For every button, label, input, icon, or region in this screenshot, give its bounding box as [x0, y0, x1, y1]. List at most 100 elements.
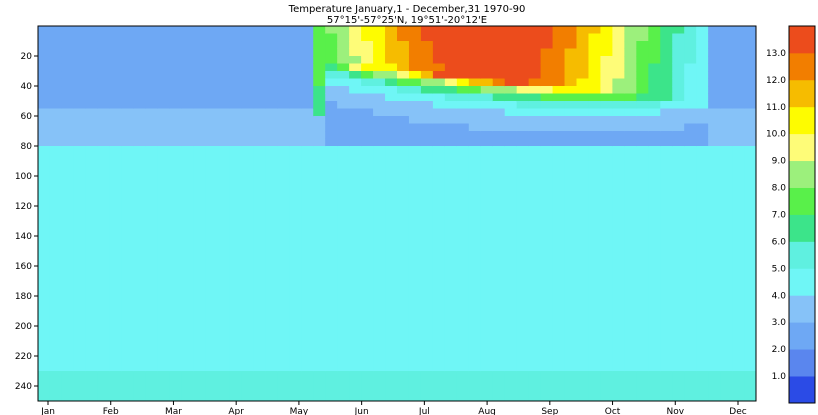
heatmap-cell — [732, 213, 745, 222]
heatmap-cell — [612, 116, 625, 124]
heatmap-cell — [385, 228, 398, 237]
heatmap-cell — [576, 78, 589, 87]
heatmap-cell — [444, 146, 458, 154]
heatmap-cell — [241, 273, 254, 282]
heatmap-cell — [696, 116, 709, 124]
heatmap-cell — [337, 198, 350, 207]
heatmap-cell — [660, 326, 673, 334]
heatmap-cell — [217, 93, 230, 102]
heatmap-cell — [624, 123, 637, 132]
heatmap-cell — [301, 26, 314, 34]
heatmap-cell — [540, 258, 554, 267]
heatmap-cell — [373, 221, 386, 229]
heatmap-cell — [73, 273, 87, 282]
heatmap-cell — [456, 341, 470, 349]
heatmap-cell — [229, 213, 242, 222]
heatmap-cell — [49, 281, 63, 289]
heatmap-cell — [648, 311, 661, 319]
heatmap-cell — [540, 168, 554, 177]
heatmap-cell — [109, 78, 123, 87]
heatmap-cell — [301, 273, 314, 282]
heatmap-cell — [38, 296, 51, 304]
heatmap-cell — [684, 56, 697, 64]
heatmap-cell — [277, 258, 290, 267]
heatmap-cell — [684, 78, 697, 87]
heatmap-cell — [169, 213, 183, 222]
heatmap-cell — [624, 386, 637, 394]
heatmap-cell — [492, 228, 506, 237]
heatmap-cell — [744, 326, 757, 334]
heatmap-cell — [265, 101, 278, 109]
heatmap-cell — [38, 213, 51, 222]
heatmap-cell — [217, 348, 230, 357]
heatmap-cell — [432, 273, 446, 282]
heatmap-cell — [145, 288, 159, 297]
heatmap-cell — [145, 213, 159, 222]
heatmap-cell — [313, 236, 326, 244]
heatmap-cell — [588, 146, 601, 154]
heatmap-cell — [744, 251, 757, 259]
heatmap-cell — [205, 243, 218, 252]
heatmap-cell — [133, 296, 147, 304]
heatmap-cell — [408, 63, 422, 72]
heatmap-cell — [660, 251, 673, 259]
heatmap-cell — [145, 243, 159, 252]
heatmap-cell — [468, 266, 482, 274]
heatmap-cell — [468, 258, 482, 267]
heatmap-cell — [732, 333, 745, 342]
heatmap-cell — [73, 326, 87, 334]
heatmap-cell — [145, 311, 159, 319]
heatmap-cell — [588, 26, 601, 34]
heatmap-cell — [133, 153, 147, 162]
heatmap-cell — [109, 108, 123, 117]
heatmap-cell — [420, 273, 434, 282]
heatmap-cell — [468, 176, 482, 184]
heatmap-cell — [672, 161, 685, 169]
heatmap-cell — [61, 386, 75, 394]
heatmap-cell — [38, 131, 51, 139]
heatmap-cell — [432, 93, 446, 102]
heatmap-cell — [277, 371, 290, 379]
heatmap-cell — [516, 213, 530, 222]
heatmap-cell — [660, 341, 673, 349]
heatmap-cell — [648, 341, 661, 349]
heatmap-cell — [229, 273, 242, 282]
heatmap-cell — [325, 116, 338, 124]
heatmap-cell — [205, 146, 218, 154]
heatmap-cell — [109, 71, 123, 79]
heatmap-cell — [480, 303, 494, 312]
heatmap-cell — [38, 386, 51, 394]
heatmap-cell — [720, 251, 733, 259]
heatmap-cell — [205, 378, 218, 387]
heatmap-cell — [528, 363, 542, 372]
heatmap-cell — [121, 71, 135, 79]
heatmap-cell — [648, 393, 661, 402]
heatmap-cell — [576, 86, 589, 94]
heatmap-cell — [732, 56, 745, 64]
heatmap-cell — [612, 101, 625, 109]
heatmap-cell — [744, 101, 757, 109]
heatmap-cell — [540, 273, 554, 282]
heatmap-cell — [97, 33, 111, 42]
heatmap-cell — [121, 78, 135, 87]
heatmap-cell — [385, 213, 398, 222]
heatmap-cell — [468, 183, 482, 192]
heatmap-cell — [157, 281, 171, 289]
heatmap-cell — [109, 281, 123, 289]
heatmap-cell — [576, 221, 589, 229]
heatmap-cell — [38, 333, 51, 342]
heatmap-cell — [600, 296, 613, 304]
heatmap-cell — [38, 221, 51, 229]
heatmap-cell — [492, 318, 506, 327]
heatmap-cell — [588, 131, 601, 139]
heatmap-cell — [720, 63, 733, 72]
heatmap-cell — [169, 386, 183, 394]
heatmap-cell — [492, 63, 506, 72]
heatmap-cell — [600, 371, 613, 379]
heatmap-cell — [385, 311, 398, 319]
heatmap-cell — [528, 251, 542, 259]
heatmap-cell — [121, 101, 135, 109]
heatmap-cell — [408, 161, 422, 169]
heatmap-cell — [301, 123, 314, 132]
heatmap-cell — [157, 146, 171, 154]
